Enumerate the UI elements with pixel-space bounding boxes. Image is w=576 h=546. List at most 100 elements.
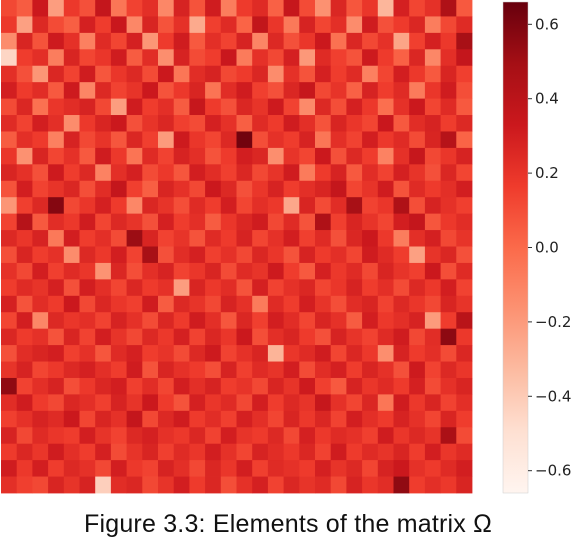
heatmap-cell [283,213,300,231]
heatmap-cell [315,394,332,412]
heatmap-cell [158,16,175,34]
heatmap-cell [267,98,284,116]
heatmap-cell [95,443,112,461]
heatmap-cell [158,147,175,165]
heatmap-cell [409,410,426,428]
heatmap-cell [220,65,237,83]
heatmap-cell [126,246,143,264]
heatmap-cell [362,312,379,330]
heatmap-cell [236,115,253,132]
heatmap-cell [424,16,441,34]
heatmap-cell [48,164,65,182]
heatmap-cell [205,98,222,116]
heatmap-cell [220,427,237,445]
heatmap-cell [362,197,379,215]
heatmap-cell [456,279,473,297]
heatmap-cell [456,147,473,165]
heatmap-cell [393,65,410,83]
heatmap-cell [440,328,457,346]
heatmap-cell [409,131,426,149]
colorbar-tick-label: −0.2 [535,313,571,331]
heatmap-cell [220,410,237,428]
heatmap-cell [95,262,112,280]
heatmap-cell [1,0,18,17]
heatmap-cell [79,410,96,428]
heatmap-cell [283,427,300,445]
heatmap-cell [95,147,112,165]
heatmap-cell [393,460,410,477]
heatmap-cell [330,131,347,149]
heatmap-cell [110,394,127,412]
heatmap-cell [377,0,394,17]
heatmap-cell [16,213,33,231]
heatmap-cell [362,443,379,461]
heatmap-cell [315,361,332,379]
heatmap-cell [63,164,80,182]
heatmap-cell [299,32,316,50]
heatmap-cell [283,32,300,50]
heatmap-cell [393,312,410,330]
heatmap-cell [220,131,237,149]
heatmap-cell [252,131,269,149]
heatmap-cell [220,115,237,132]
heatmap-cell [126,147,143,165]
heatmap-cell [299,0,316,17]
heatmap-cell [16,410,33,428]
heatmap-cell [63,115,80,132]
heatmap-cell [362,131,379,149]
heatmap-cell [236,377,253,395]
heatmap-cell [142,345,159,362]
heatmap-cell [220,476,237,494]
heatmap-cell [409,443,426,461]
heatmap-cell [283,65,300,83]
heatmap-cell [362,164,379,182]
heatmap-cell [110,312,127,330]
heatmap-cell [377,443,394,461]
heatmap-cell [252,312,269,330]
heatmap-cell [158,82,175,99]
heatmap-cell [1,164,18,182]
heatmap-cell [63,394,80,412]
heatmap-cell [205,115,222,132]
heatmap-cell [299,246,316,264]
heatmap-cell [236,246,253,264]
heatmap-cell [424,230,441,247]
heatmap-cell [267,246,284,264]
heatmap-cell [48,443,65,461]
heatmap-cell [330,295,347,313]
heatmap-cell [48,197,65,215]
heatmap-cell [315,0,332,17]
heatmap-cell [424,197,441,215]
heatmap-cell [95,345,112,362]
heatmap-cell [236,82,253,99]
heatmap-cell [315,279,332,297]
heatmap-cell [315,65,332,83]
heatmap-cell [440,115,457,132]
heatmap-cell [205,82,222,99]
heatmap-cell [1,394,18,412]
heatmap-cell [110,345,127,362]
heatmap-cell [267,0,284,17]
heatmap-cell [173,197,190,215]
heatmap-cell [409,345,426,362]
heatmap-cell [456,49,473,67]
heatmap-cell [16,197,33,215]
heatmap-cell [299,394,316,412]
heatmap-cell [299,49,316,67]
heatmap-cell [362,82,379,99]
heatmap-cell [424,427,441,445]
heatmap-cell [424,180,441,198]
heatmap-cell [32,32,49,50]
heatmap-cell [346,16,363,34]
heatmap-cell [1,361,18,379]
heatmap-cell [299,262,316,280]
heatmap-cell [32,197,49,215]
heatmap-cell [377,16,394,34]
heatmap-cell [456,410,473,428]
heatmap-cell [189,345,206,362]
heatmap-cell [1,295,18,313]
heatmap-cell [409,213,426,231]
heatmap-cell [299,460,316,477]
heatmap-cell [126,460,143,477]
heatmap-cell [95,230,112,247]
